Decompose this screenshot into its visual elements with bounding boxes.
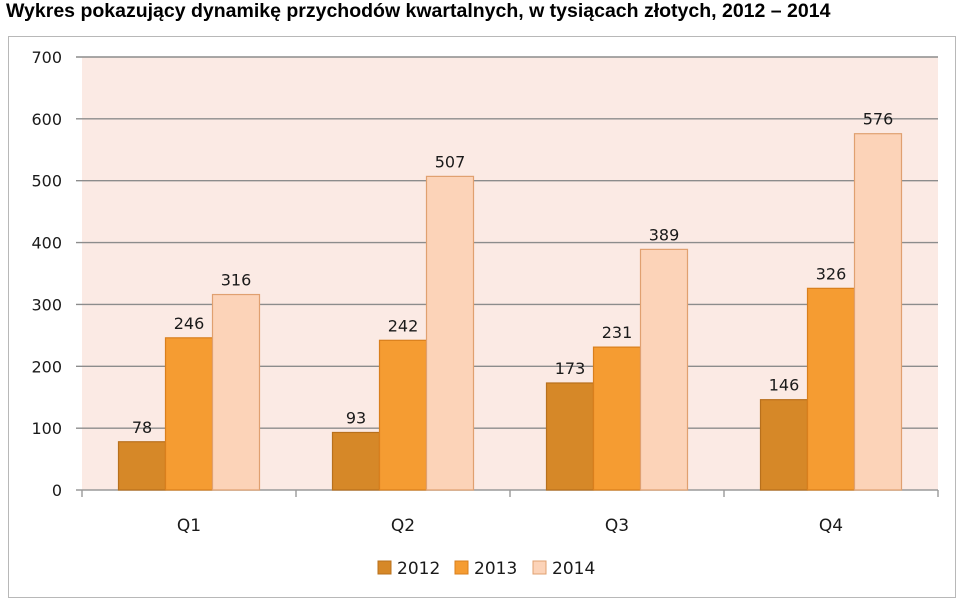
bar [545, 382, 595, 491]
bar [425, 175, 475, 491]
y-tick-label: 300 [31, 295, 62, 314]
y-tick-label: 600 [31, 110, 62, 129]
y-tick-label: 400 [31, 234, 62, 253]
bar [806, 287, 856, 491]
legend-label: 2014 [552, 559, 595, 579]
page-title: Wykres pokazujący dynamikę przychodów kw… [6, 0, 831, 22]
y-tick-label: 200 [31, 357, 62, 376]
y-tick-label: 100 [31, 419, 62, 438]
data-label: 146 [769, 376, 800, 395]
legend-label: 2013 [474, 559, 517, 579]
y-tick-label: 700 [31, 48, 62, 67]
data-label: 326 [816, 264, 847, 283]
x-tick-label: Q2 [391, 516, 415, 536]
legend-swatch [377, 560, 392, 575]
bar [211, 293, 261, 491]
data-label: 93 [346, 408, 366, 427]
bar [759, 399, 809, 491]
data-label: 507 [435, 152, 466, 171]
data-label: 246 [174, 314, 205, 333]
legend-label: 2012 [397, 559, 440, 579]
bar [592, 346, 642, 491]
data-label: 316 [221, 271, 252, 290]
data-label: 242 [388, 316, 419, 335]
data-label: 78 [132, 418, 152, 437]
bar [639, 248, 689, 491]
x-tick-label: Q1 [177, 516, 201, 536]
x-tick-label: Q3 [605, 516, 629, 536]
x-tick-label: Q4 [819, 516, 843, 536]
legend-swatch [532, 560, 547, 575]
y-tick-label: 500 [31, 172, 62, 191]
data-label: 231 [602, 323, 633, 342]
data-label: 576 [863, 110, 894, 129]
bar [117, 441, 167, 491]
data-label: 173 [555, 359, 586, 378]
bar [378, 339, 428, 491]
bar [331, 431, 381, 491]
legend-swatch [454, 560, 469, 575]
bar [164, 337, 214, 491]
y-tick-label: 0 [52, 481, 62, 500]
bar [853, 133, 903, 491]
data-label: 389 [649, 225, 680, 244]
